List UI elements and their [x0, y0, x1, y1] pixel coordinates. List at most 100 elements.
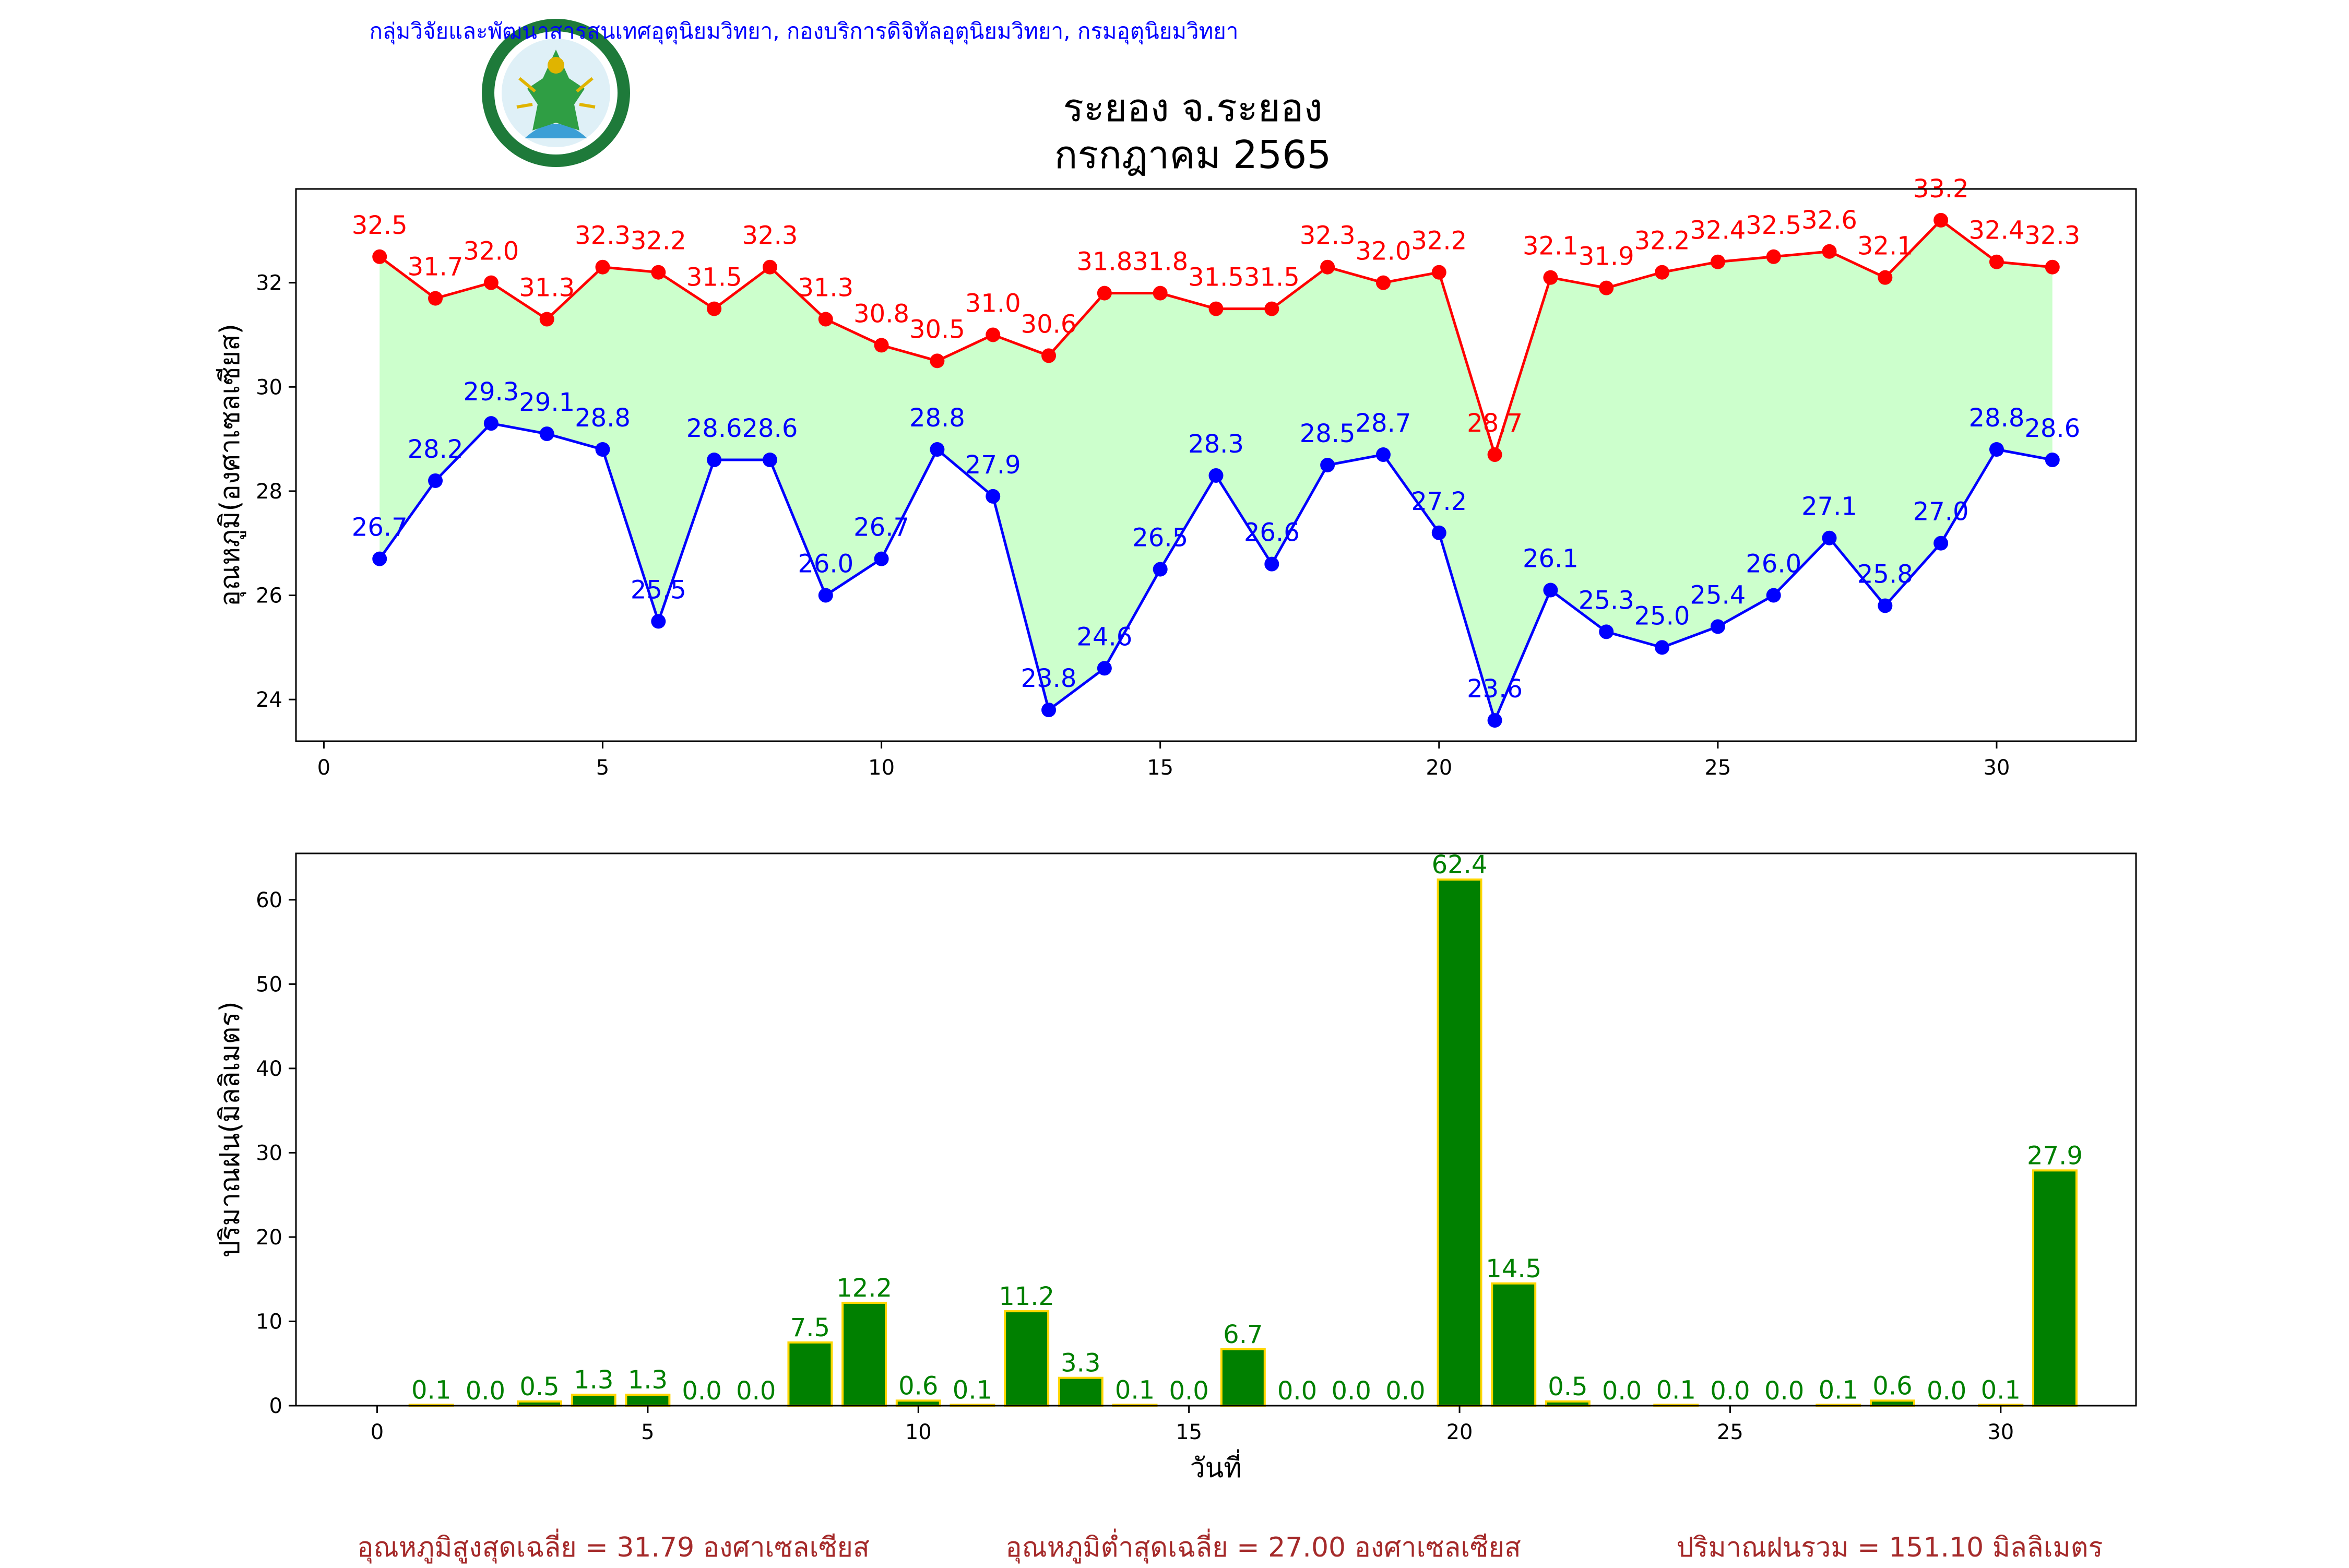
rain-bar-label: 14.5: [1486, 1254, 1541, 1284]
max-temp-point: [1264, 301, 1279, 316]
footer-avg-max-temp: อุณหภูมิสูงสุดเฉลี่ย = 31.79 องศาเซลเซีย…: [357, 1528, 870, 1564]
max-temp-label: 32.2: [1634, 227, 1690, 256]
rain-x-tick-label: 0: [371, 1420, 384, 1444]
temp-x-tick-label: 30: [1984, 756, 2010, 780]
min-temp-point: [1041, 703, 1057, 718]
rain-bar-label: 0.1: [1981, 1375, 2021, 1405]
rain-bar-label: 0.1: [1115, 1375, 1155, 1405]
max-temp-point: [1543, 270, 1558, 285]
rain-bar-label: 0.0: [1332, 1376, 1371, 1406]
min-temp-point: [707, 453, 722, 468]
min-temp-point: [1153, 562, 1168, 577]
rain-bar-label: 1.3: [574, 1365, 613, 1395]
min-temp-point: [372, 551, 387, 566]
max-temp-label: 28.7: [1467, 409, 1523, 438]
max-temp-label: 31.9: [1579, 242, 1634, 271]
rainfall-y-axis-label: ปริมาณฝน(มิลลิเมตร): [215, 1001, 246, 1257]
min-temp-label: 26.7: [352, 513, 408, 542]
rain-bar-label: 0.6: [1872, 1371, 1912, 1400]
rain-bar-label: 7.5: [790, 1313, 830, 1343]
rain-x-tick-label: 30: [1987, 1420, 2014, 1444]
max-temp-point: [539, 312, 554, 327]
max-temp-label: 30.8: [853, 299, 909, 328]
min-temp-label: 25.5: [631, 575, 686, 604]
max-temp-point: [986, 327, 1001, 342]
rain-bar-label: 0.1: [1656, 1375, 1696, 1405]
temp-x-tick-label: 10: [868, 756, 895, 780]
min-temp-point: [483, 416, 499, 431]
min-temp-label: 26.0: [798, 550, 853, 579]
max-temp-label: 32.3: [742, 221, 798, 251]
min-temp-point: [539, 426, 554, 442]
rain-bar: [1004, 1310, 1050, 1407]
min-temp-point: [1599, 624, 1614, 639]
min-temp-label: 26.1: [1523, 544, 1579, 574]
rain-bar-label: 0.0: [1277, 1376, 1317, 1406]
min-temp-label: 28.8: [575, 403, 631, 433]
max-temp-point: [1153, 286, 1168, 301]
min-temp-label: 26.7: [853, 513, 909, 542]
rain-bar-label: 62.4: [1432, 850, 1488, 880]
min-temp-label: 23.8: [1021, 664, 1077, 693]
max-temp-point: [428, 291, 443, 306]
rain-bar-label: 3.3: [1061, 1349, 1100, 1378]
min-temp-label: 26.5: [1132, 524, 1188, 553]
max-temp-label: 32.5: [1746, 211, 1801, 240]
rain-bar-label: 0.6: [898, 1371, 938, 1400]
chart-title-month: กรกฎาคม 2565: [1054, 133, 1332, 177]
rain-bar-label: 1.3: [628, 1365, 668, 1395]
max-temp-point: [1097, 286, 1112, 301]
min-temp-point: [2045, 453, 2060, 468]
chart-title-station: ระยอง จ.ระยอง: [1063, 86, 1322, 130]
max-temp-label: 32.2: [631, 227, 686, 256]
rain-bar: [787, 1341, 833, 1407]
max-temp-point: [2045, 259, 2060, 275]
max-temp-point: [1933, 212, 1949, 228]
max-temp-point: [874, 338, 889, 353]
temp-y-tick-label: 32: [256, 271, 282, 295]
min-temp-label: 28.8: [909, 403, 965, 433]
max-temp-label: 32.1: [1523, 232, 1579, 261]
min-temp-label: 27.1: [1801, 492, 1857, 521]
rain-bar-label: 27.9: [2027, 1141, 2083, 1170]
min-temp-label: 26.0: [1746, 550, 1801, 579]
rain-y-tick-label: 0: [269, 1394, 282, 1418]
max-temp-point: [1599, 280, 1614, 295]
max-temp-label: 30.5: [909, 315, 965, 344]
temperature-axes-frame: [295, 188, 2137, 742]
rain-y-tick-label: 50: [256, 972, 282, 996]
temp-y-tick-label: 26: [256, 584, 282, 608]
min-temp-point: [1766, 588, 1781, 603]
rain-y-tick-label: 30: [256, 1141, 282, 1165]
rain-bar-label: 0.0: [1927, 1376, 1966, 1406]
rainfall-x-axis-label: วันที่: [1190, 1449, 1241, 1484]
rain-y-tick-label: 20: [256, 1226, 282, 1250]
max-temp-point: [1822, 244, 1837, 259]
min-temp-label: 28.7: [1356, 409, 1411, 438]
temp-x-tick-label: 5: [596, 756, 609, 780]
max-temp-point: [1989, 254, 2004, 269]
rain-bar-label: 0.0: [682, 1376, 721, 1406]
min-temp-label: 25.4: [1690, 580, 1746, 610]
min-temp-label: 28.3: [1188, 430, 1244, 459]
max-temp-label: 31.5: [1188, 263, 1244, 292]
min-temp-label: 28.2: [408, 435, 464, 464]
rain-y-tick-label: 60: [256, 888, 282, 912]
max-temp-point: [707, 301, 722, 316]
temp-x-tick-label: 25: [1704, 756, 1731, 780]
max-temp-point: [930, 353, 945, 369]
rain-x-tick-label: 5: [641, 1420, 654, 1444]
max-temp-label: 32.3: [2024, 221, 2080, 251]
min-temp-label: 28.8: [1969, 403, 2025, 433]
rain-bar-label: 0.5: [519, 1372, 559, 1401]
min-temp-point: [930, 442, 945, 457]
rainfall-axis-ticks: 0 5 10 15 20 25 30 0 10 20 30 40 50 60: [256, 888, 2014, 1444]
min-temp-label: 28.6: [2024, 414, 2080, 443]
rain-bar-label: 0.0: [1169, 1376, 1208, 1406]
max-temp-point: [1766, 249, 1781, 264]
max-temp-point: [372, 249, 387, 264]
rain-bar-label: 11.2: [999, 1282, 1054, 1311]
min-temp-label: 23.6: [1467, 674, 1523, 704]
max-temp-label: 31.5: [1244, 263, 1300, 292]
